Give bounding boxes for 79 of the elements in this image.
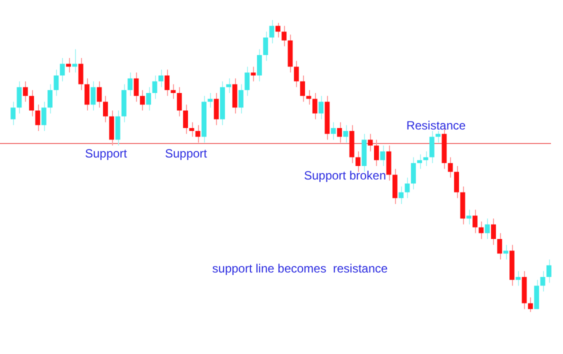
candlestick <box>497 232 502 260</box>
candlestick <box>380 145 386 166</box>
candlestick <box>454 166 459 199</box>
candlestick <box>250 66 256 82</box>
candlestick <box>386 145 392 182</box>
candlestick <box>140 90 145 112</box>
annotation: Support <box>84 146 128 160</box>
candlestick <box>158 69 164 88</box>
candlestick <box>183 104 188 134</box>
candlestick <box>343 124 348 144</box>
candlestick <box>484 218 490 240</box>
candlestick <box>41 101 46 132</box>
candlestick <box>478 220 484 240</box>
candlestick <box>306 90 312 106</box>
candlestick <box>244 66 250 96</box>
candlestick <box>392 168 398 204</box>
candlestick <box>16 80 22 114</box>
candlestick <box>318 95 324 120</box>
candlestick <box>294 60 299 88</box>
annotation: Resistance <box>406 118 466 132</box>
candlestick <box>170 84 176 100</box>
candlestick <box>10 101 16 126</box>
candlestick <box>330 122 336 140</box>
candlestick <box>103 95 108 123</box>
candlestick <box>417 154 422 170</box>
candlestick <box>356 150 360 172</box>
candlestick <box>466 209 472 225</box>
candlestick <box>164 69 170 96</box>
candlestick <box>423 150 428 166</box>
candlestick <box>189 122 194 138</box>
candlestick <box>398 186 404 204</box>
candlestick <box>90 80 96 112</box>
candlestick <box>448 156 453 178</box>
candlestick <box>534 279 540 310</box>
annotation: Support broken <box>304 168 386 182</box>
candlestick <box>269 20 274 44</box>
candlestick <box>263 31 268 62</box>
candlestick <box>109 110 114 146</box>
candlestick <box>491 218 496 246</box>
candlestick <box>208 92 213 108</box>
candlestick <box>96 80 102 108</box>
candlestick <box>256 48 262 82</box>
candlestick <box>176 86 182 117</box>
candlestick <box>337 122 342 144</box>
candlestick <box>128 72 133 96</box>
candlestick <box>115 110 120 146</box>
candlestick <box>146 86 152 112</box>
candlestick <box>472 209 478 234</box>
candlestick <box>60 57 65 82</box>
annotation: support line becomes resistance <box>212 261 388 276</box>
candlestick <box>238 84 244 114</box>
candlestick <box>516 270 521 286</box>
candlestick <box>300 74 306 102</box>
candlestick <box>214 92 219 126</box>
candlestick <box>35 104 40 132</box>
candlestick <box>275 22 280 38</box>
candlestick <box>22 80 28 102</box>
candlestick <box>29 90 34 117</box>
candlestick <box>528 296 533 312</box>
candlestick <box>78 57 84 91</box>
candlestick <box>54 69 59 96</box>
candlestick <box>232 78 238 114</box>
candlestick <box>84 78 90 112</box>
candlestick <box>374 139 379 166</box>
candlestick <box>312 92 318 120</box>
candlestick <box>226 78 232 94</box>
candlestick <box>410 156 416 190</box>
candlestick <box>134 72 139 102</box>
candlestick <box>152 74 158 100</box>
annotation: Support <box>164 146 208 160</box>
candlestick <box>429 130 434 164</box>
candlestick <box>404 177 410 199</box>
candlestick <box>546 258 552 284</box>
candlestick <box>48 84 52 114</box>
candlestick <box>503 244 508 260</box>
candlestick <box>368 133 373 152</box>
candlestick <box>195 124 200 144</box>
candlestick <box>282 25 287 47</box>
candlestick <box>436 130 441 144</box>
